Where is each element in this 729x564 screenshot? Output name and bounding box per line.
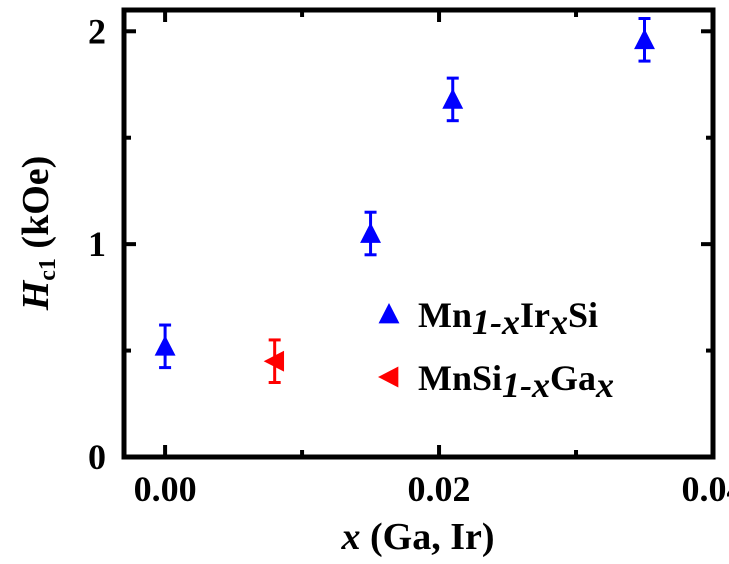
x-tick-label: 0.04	[682, 469, 729, 509]
data-point	[154, 335, 176, 356]
y-tick-label: 1	[88, 224, 106, 264]
legend-label-part: Ga	[550, 358, 596, 398]
legend-label-1: MnSi1-xGax	[418, 358, 614, 405]
x-axis-label-var: x	[340, 516, 360, 558]
y-tick-label: 0	[88, 437, 106, 477]
legend-marker-1	[378, 366, 399, 388]
y-axis-label-sub: c1	[35, 258, 61, 281]
y-axis-label-rest: (kOe)	[15, 156, 57, 258]
legend-label-part: Ir	[520, 295, 550, 335]
series-1	[263, 338, 285, 384]
plot-frame	[121, 7, 716, 460]
legend-label-part: 1-x	[472, 302, 520, 342]
x-tick-label: 0.02	[408, 469, 471, 509]
data-point	[634, 28, 655, 50]
legend-label-0: Mn1-xIrxSi	[418, 295, 598, 342]
y-axis-label-var: H	[15, 279, 57, 311]
legend-label-part: x	[595, 365, 614, 405]
axis-tick-labels: 0.00 0.02 0.04 0 1 2	[88, 11, 729, 509]
legend-label-part: Si	[568, 295, 598, 335]
x-axis-label-rest: (Ga, Ir)	[360, 516, 494, 558]
x-axis-label: x (Ga, Ir)	[340, 516, 494, 558]
data-point	[442, 88, 464, 109]
x-tick-label: 0.00	[134, 469, 197, 509]
data-point	[360, 222, 382, 243]
legend-label-part: Mn	[418, 295, 472, 335]
legend-label-part: MnSi	[418, 358, 502, 398]
axis-ticks	[124, 10, 715, 459]
legend-label-part: 1-x	[502, 365, 550, 405]
legend-label-part: x	[549, 302, 568, 342]
y-tick-label: 2	[88, 11, 106, 51]
legend-marker-0	[378, 303, 400, 324]
data-marks	[154, 17, 655, 384]
series-0	[154, 17, 655, 370]
y-axis-label: Hc1 (kOe)	[15, 156, 61, 312]
data-point	[263, 350, 285, 372]
